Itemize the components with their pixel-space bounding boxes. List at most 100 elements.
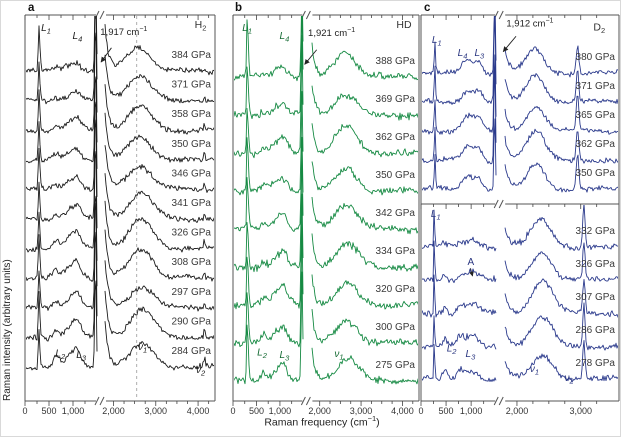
peak-label-a: A [468, 257, 475, 268]
spectrum-278-gpa-right [504, 340, 618, 383]
spectrum-326-gpa-right [504, 242, 618, 282]
x-tick-label: 3,000 [569, 406, 592, 416]
peak-label-ν1: ν1 [334, 349, 343, 362]
pressure-label: 358 GPa [172, 109, 212, 120]
pressure-label: 362 GPa [376, 132, 416, 143]
spectra-group [234, 16, 418, 385]
x-tick-label: 0 [230, 406, 235, 416]
pressure-label: 290 GPa [172, 316, 212, 327]
spectrum-388-gpa-right [311, 42, 418, 81]
pressure-label: 275 GPa [376, 360, 416, 371]
spectrum-362-gpa-left [234, 35, 304, 159]
panel-letter-c: c [424, 2, 431, 14]
spectrum-350-gpa-left [234, 91, 304, 196]
spectrum-284-gpa-right [104, 321, 214, 371]
peak-label-l2: L2 [257, 347, 268, 360]
spectrum-350-gpa-right [504, 154, 618, 193]
spectrum-332-gpa-left [422, 209, 497, 252]
peak-label-l2: L2 [55, 349, 66, 362]
spectrum-300-gpa-right [311, 309, 418, 347]
panel-b: 0 500 1,000 2,000 3,000 4,000 388 GPa 369 GPa 36… [230, 10, 420, 416]
pressure-label: 388 GPa [376, 56, 416, 67]
pressure-label: 371 GPa [172, 80, 212, 91]
spectrum-290-gpa-left [26, 231, 98, 342]
x-tick-label: 2,000 [102, 406, 125, 416]
spectrum-346-gpa-left [26, 101, 98, 192]
spectrum-307-gpa-right [504, 278, 618, 318]
peak-label-l4: L4 [458, 48, 468, 61]
spectrum-332-gpa-right [504, 205, 618, 251]
wavenumber-arrow [304, 49, 318, 65]
x-axis-ticks [24, 15, 210, 406]
pressure-label: 350 GPa [576, 168, 616, 179]
wavenumber-annotation: 1,921 cm−1 [308, 27, 355, 39]
pressure-label: 371 GPa [576, 81, 616, 92]
pressure-label: 362 GPa [576, 139, 616, 150]
x-tick-label: 500 [41, 406, 56, 416]
wavenumber-annotation: 1,917 cm−1 [100, 26, 147, 38]
molecule-label: H2 [195, 19, 207, 33]
peak-label-l3: L3 [466, 349, 477, 362]
x-tick-label: 0 [418, 406, 423, 416]
x-axis-ticks [232, 15, 414, 406]
spectrum-350-gpa-left [422, 118, 497, 192]
spectrum-350-gpa-right [104, 112, 214, 163]
spectrum-341-gpa-left [26, 119, 98, 222]
spectrum-362-gpa-right [504, 128, 618, 164]
panel-letter-b: b [235, 2, 243, 14]
spectrum-384-gpa-right [104, 24, 214, 76]
peak-label-l4: L4 [73, 31, 83, 44]
pressure-label: 300 GPa [376, 322, 416, 333]
spectrum-320-gpa-left [234, 193, 304, 310]
spectrum-380-gpa-left [422, 16, 497, 77]
peak-label-l2: L2 [447, 344, 458, 357]
spectrum-297-gpa-left [26, 203, 98, 311]
spectrum-275-gpa-left [234, 271, 304, 385]
peak-label-ν1: ν1 [530, 364, 539, 377]
pressure-label: 284 GPa [172, 346, 212, 357]
spectrum-326-gpa-left [26, 151, 98, 253]
spectrum-275-gpa-right [311, 347, 418, 385]
spectrum-308-gpa-left [26, 195, 98, 282]
pressure-label: 380 GPa [576, 52, 616, 63]
spectrum-334-gpa-right [311, 233, 418, 272]
pressure-label: 278 GPa [576, 358, 616, 369]
spectrum-286-gpa-left [422, 315, 497, 350]
x-tick-label: 1,000 [269, 406, 292, 416]
wavenumber-arrow [502, 35, 517, 53]
pressure-label: 326 GPa [172, 228, 212, 239]
spectrum-342-gpa-left [234, 136, 304, 232]
x-tick-label: 4,000 [391, 406, 414, 416]
peak-label-l1: L1 [432, 35, 442, 48]
spectrum-326-gpa-left [422, 240, 497, 284]
spectrum-350-gpa-left [26, 76, 98, 164]
spectrum-341-gpa-right [104, 173, 214, 223]
peak-label-l1: L1 [41, 23, 51, 36]
x-tick-label: 500 [249, 406, 264, 416]
superscript: −1 [367, 414, 377, 423]
pressure-label: 326 GPa [576, 259, 616, 270]
peak-label-ν2: ν2 [565, 373, 575, 386]
spectrum-284-gpa-left [26, 280, 98, 371]
pressure-label: 350 GPa [172, 139, 212, 150]
pressure-label: 332 GPa [576, 226, 616, 237]
spectrum-307-gpa-left [422, 274, 497, 318]
wavenumber-arrow [100, 47, 112, 63]
spectrum-346-gpa-right [104, 145, 214, 193]
pressure-label: 346 GPa [172, 168, 212, 179]
spectrum-362-gpa-right [311, 123, 418, 158]
x-tick-label: 2,000 [308, 406, 331, 416]
spectrum-297-gpa-right [104, 260, 214, 312]
x-tick-label: 500 [439, 406, 454, 416]
pressure-label: 308 GPa [172, 257, 212, 268]
spectra-group [26, 16, 214, 371]
spectrum-278-gpa-left [422, 344, 497, 383]
peak-a-arrow [469, 268, 474, 277]
spectrum-371-gpa-left [422, 16, 497, 105]
pressure-label: 334 GPa [376, 246, 416, 257]
x-tick-label: 3,000 [350, 406, 373, 416]
molecule-label: HD [396, 19, 412, 31]
pressure-label: 350 GPa [376, 170, 416, 181]
